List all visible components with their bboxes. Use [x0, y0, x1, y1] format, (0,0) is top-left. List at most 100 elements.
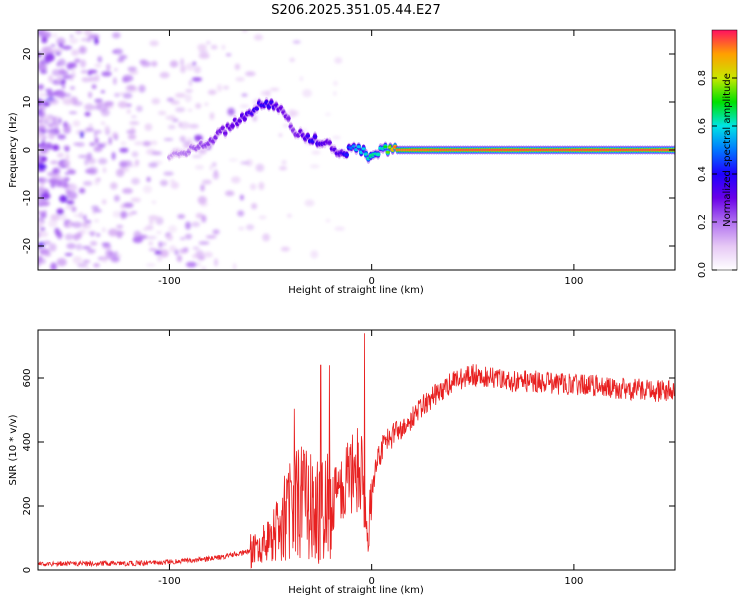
spectrogram-noise-blob — [47, 116, 53, 120]
spectrogram-noise-blob — [119, 147, 129, 153]
spectrogram-noise-blob — [80, 70, 88, 74]
spectrogram-track-cell — [385, 150, 390, 154]
spectrogram-noise-blob — [94, 37, 99, 45]
spectrogram-noise-blob — [69, 62, 77, 69]
spectrogram-noise-blob — [47, 75, 53, 83]
spectrogram-noise-blob — [89, 76, 97, 82]
spectrogram-noise-blob — [86, 249, 96, 254]
spectrogram-noise-blob — [212, 171, 219, 180]
colorbar-tick-label: 0.8 — [697, 70, 708, 86]
spectrogram-noise-blob — [148, 248, 157, 252]
spectrogram-noise-blob — [210, 45, 218, 50]
spectrogram-noise-blob — [41, 241, 47, 246]
spectrogram-noise-blob — [89, 241, 98, 246]
spectrogram-noise-blob — [151, 151, 162, 155]
spectrogram-noise-blob — [102, 142, 109, 145]
spectrogram-noise-blob — [185, 261, 197, 268]
spectrogram-y-tick-label: -10 — [22, 190, 33, 206]
spectrogram-noise-blob — [175, 107, 186, 113]
spectrogram-noise-blob — [214, 169, 218, 176]
spectrogram-noise-blob — [143, 185, 152, 194]
spectrogram-noise-blob — [44, 142, 53, 150]
spectrogram-noise-blob — [258, 181, 265, 191]
spectrogram-noise-blob — [67, 191, 78, 200]
spectrogram-x-tick-label: 0 — [368, 276, 374, 287]
spectrogram-noise-blob — [56, 62, 60, 67]
spectrogram-noise-blob — [52, 144, 60, 151]
spectrogram-noise-blob — [50, 44, 56, 47]
spectrogram-noise-blob — [58, 213, 67, 221]
spectrogram-noise-blob — [93, 263, 100, 268]
spectrogram-noise-blob — [58, 68, 67, 76]
spectrogram-noise-blob — [93, 130, 102, 134]
spectrogram-noise-blob — [292, 40, 301, 44]
spectrogram-noise-blob — [138, 84, 146, 93]
spectrogram-noise-blob — [180, 58, 184, 67]
colorbar-tick-label: 0.6 — [697, 118, 708, 134]
spectrogram-noise-blob — [166, 234, 173, 241]
spectrogram-noise-blob — [85, 127, 95, 132]
spectrogram-noise-blob — [304, 199, 315, 207]
spectrogram-noise-blob — [185, 62, 195, 71]
spectrogram-noise-blob — [65, 153, 70, 162]
spectrogram-noise-blob — [69, 86, 76, 90]
spectrogram-noise-blob — [168, 115, 176, 121]
spectrogram-noise-blob — [177, 214, 186, 219]
spectrogram-noise-blob — [58, 42, 63, 48]
spectrogram-noise-blob — [112, 131, 119, 139]
spectrogram-noise-blob — [145, 263, 156, 267]
spectrogram-noise-blob — [42, 102, 51, 107]
spectrogram-noise-blob — [89, 142, 95, 146]
spectrogram-noise-blob — [188, 79, 193, 87]
spectrogram-noise-blob — [38, 83, 43, 92]
spectrogram-noise-blob — [122, 77, 129, 83]
spectrogram-noise-blob — [280, 246, 290, 252]
spectrogram-noise-blob — [114, 93, 120, 97]
spectrogram-noise-blob — [95, 138, 99, 145]
spectrogram-x-tick-label: 100 — [564, 276, 583, 287]
spectrogram-noise-blob — [115, 168, 125, 177]
spectrogram-noise-blob — [182, 141, 192, 145]
spectrogram-noise-blob — [64, 253, 73, 256]
spectrogram-noise-blob — [195, 165, 204, 170]
spectrogram-noise-blob — [87, 231, 97, 235]
spectrogram-noise-blob — [309, 164, 320, 169]
spectrogram-noise-blob — [38, 201, 41, 206]
snr-y-axis-title: SNR (10 * v/v) — [8, 414, 19, 485]
spectrogram-noise-blob — [46, 91, 55, 97]
spectrogram-noise-blob — [120, 141, 127, 146]
spectrogram-noise-blob — [62, 160, 71, 166]
spectrogram-noise-blob — [41, 36, 48, 44]
spectrogram-noise-blob — [48, 243, 57, 252]
spectrogram-noise-blob — [38, 256, 43, 262]
spectrogram-noise-blob — [132, 236, 143, 243]
spectrogram-noise-blob — [49, 98, 59, 105]
spectrogram-noise-blob — [241, 93, 248, 97]
spectrogram-noise-blob — [104, 125, 110, 133]
spectrogram-noise-blob — [94, 178, 100, 186]
spectrogram-noise-blob — [38, 110, 46, 117]
spectrogram-noise-blob — [221, 44, 226, 50]
spectrogram-y-axis-title: Frequency (Hz) — [8, 112, 19, 188]
spectrogram-noise-blob — [278, 133, 283, 137]
spectrogram-noise-blob — [216, 84, 223, 92]
spectrogram-noise-blob — [101, 227, 106, 233]
spectrogram-noise-blob — [260, 90, 271, 96]
spectrogram-noise-blob — [205, 235, 217, 239]
spectrogram-noise-blob — [38, 163, 47, 170]
spectrogram-noise-blob — [94, 63, 102, 68]
spectrogram-noise-blob — [163, 138, 174, 141]
spectrogram-noise-blob — [228, 158, 238, 162]
spectrogram-noise-blob — [253, 34, 263, 41]
spectrogram-noise-blob — [238, 226, 245, 231]
spectrogram-noise-blob — [106, 63, 111, 72]
spectrogram-noise-blob — [40, 70, 48, 74]
spectrogram-noise-blob — [84, 30, 92, 37]
spectrogram-noise-blob — [75, 30, 83, 35]
spectrogram-noise-blob — [214, 258, 218, 267]
spectrogram-noise-blob — [52, 33, 58, 38]
spectrogram-noise-blob — [204, 102, 209, 106]
spectrogram-noise-blob — [38, 64, 48, 72]
spectrogram-noise-blob — [40, 30, 46, 34]
